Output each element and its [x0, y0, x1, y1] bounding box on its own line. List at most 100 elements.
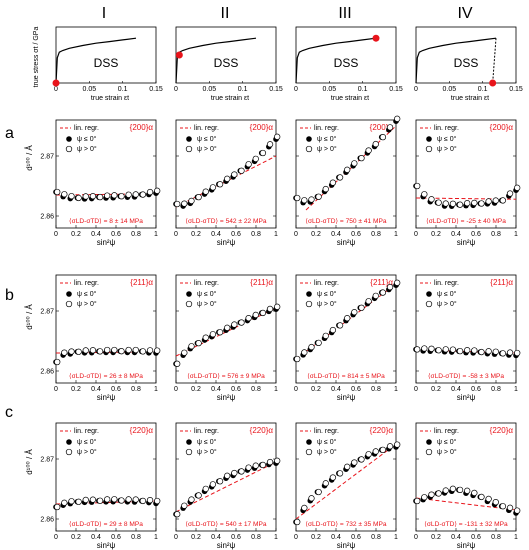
data-point-open: [125, 496, 132, 503]
stress-result-label: ⟨σLD-σTD⟩ = 8 ± 14 MPa: [69, 217, 143, 225]
state-marker: [372, 34, 380, 42]
data-point-open: [75, 194, 82, 202]
x-tick-label: 0.8: [371, 231, 381, 238]
legend-filled-label: ψ ≤ 0°: [437, 290, 457, 298]
state-marker: [175, 51, 183, 59]
x-tick-label: 0.6: [111, 386, 121, 393]
stress-result-label: ⟨σLD-σTD⟩ = 814 ± 5 MPa: [307, 372, 385, 380]
data-point-open: [54, 188, 61, 196]
x-tick-label: 0.2: [71, 231, 81, 238]
x-tick-label: 0.4: [91, 386, 101, 393]
reflection-label: {211}α: [370, 278, 393, 287]
data-point-open: [478, 200, 485, 207]
data-point-open: [274, 457, 281, 464]
x-tick-label: 0.05: [443, 86, 457, 93]
stress-strain-frame: [415, 26, 517, 84]
curve-label: DSS: [454, 56, 479, 70]
x-tick-label: 1: [394, 231, 398, 238]
x-tick-label: 0.15: [389, 86, 403, 93]
data-point-open: [146, 188, 154, 196]
x-tick-label: 0: [414, 231, 418, 238]
legend-filled-label: ψ ≤ 0°: [437, 135, 457, 143]
y-tick-label: 2.86: [40, 214, 54, 221]
legend-filled-label: ψ ≤ 0°: [317, 135, 337, 143]
column-title-4: IV: [457, 5, 472, 22]
data-point-open: [68, 348, 75, 355]
data-point-open: [414, 346, 421, 353]
data-point-open: [216, 478, 224, 485]
x-tick-label: 0.2: [311, 534, 321, 541]
stress-result-label: ⟨σLD-σTD⟩ = 29 ± 8 MPa: [69, 520, 143, 528]
d-spacing-panel: 2.86 2.87 0 0.2 0.4 0.6 0.8 1 sin²ψ lin. regr. ψ ≤…: [40, 119, 161, 247]
data-point-open: [421, 345, 428, 352]
x-tick-label: 0.15: [509, 86, 523, 93]
d-xlabel: sin²ψ: [337, 238, 356, 247]
x-tick-label: 0: [414, 534, 418, 541]
column-title-3: III: [338, 5, 351, 22]
x-tick-label: 0.8: [131, 534, 141, 541]
d-spacing-panel: 0 0.2 0.4 0.6 0.8 1 sin²ψ lin. regr. ψ ≤ 0° ψ > 0…: [173, 119, 281, 247]
data-point-open: [336, 174, 344, 181]
data-point-open: [358, 154, 365, 162]
curve-label: DSS: [334, 56, 359, 70]
d-spacing-frame: [55, 274, 157, 384]
data-point-open: [329, 474, 337, 481]
data-point-open: [344, 463, 351, 470]
legend-filled-key: [306, 291, 312, 297]
stress-result-label: ⟨σLD-σTD⟩ = -25 ± 40 MPa: [426, 217, 506, 225]
data-point-open: [118, 497, 125, 504]
data-point-open: [464, 347, 471, 354]
x-tick-label: 0.6: [351, 534, 361, 541]
data-point-open: [478, 348, 485, 356]
d-spacing-frame: [295, 119, 397, 229]
data-point-open: [154, 347, 161, 354]
x-tick-label: 0.1: [118, 86, 128, 93]
data-point-open: [379, 133, 387, 141]
x-tick-label: 0.6: [231, 231, 241, 238]
legend-line-label: lin. regr.: [434, 125, 459, 132]
data-point-open: [442, 487, 449, 494]
d-spacing-panel: 2.86 2.87 0 0.2 0.4 0.6 0.8 1 sin²ψ lin. regr. ψ ≤…: [40, 274, 161, 402]
data-point-open: [336, 470, 344, 477]
data-point-open: [252, 155, 259, 163]
x-tick-label: 0.05: [323, 86, 337, 93]
legend-filled-label: ψ ≤ 0°: [77, 438, 97, 446]
reflection-label: {211}α: [130, 278, 153, 287]
stress-strain-curve: [415, 37, 497, 84]
data-point-open: [435, 347, 442, 354]
data-point-open: [379, 446, 387, 454]
data-point-open: [238, 468, 245, 475]
d-spacing-panel: 2.86 2.87 0 0.2 0.4 0.6 0.8 1 sin²ψ lin. regr. ψ ≤…: [40, 422, 161, 550]
d-spacing-frame: [295, 422, 397, 532]
d-xlabel: sin²ψ: [97, 393, 116, 402]
data-point-open: [181, 200, 188, 207]
legend-open-label: ψ > 0°: [77, 300, 97, 308]
data-point-open: [315, 193, 322, 200]
data-point-open: [471, 347, 478, 354]
x-tick-label: 0.6: [471, 534, 481, 541]
x-tick-label: 0.8: [131, 386, 141, 393]
data-point-open: [132, 191, 139, 198]
regression-line: [415, 497, 517, 511]
x-tick-label: 0.4: [331, 534, 341, 541]
legend-open-label: ψ > 0°: [317, 300, 337, 308]
d-xlabel: sin²ψ: [97, 238, 116, 247]
legend-filled-label: ψ ≤ 0°: [437, 438, 457, 446]
data-point-open: [231, 321, 238, 328]
reflection-label: {200}α: [490, 123, 514, 132]
x-tick-label: 1: [154, 386, 158, 393]
x-tick-label: 0.05: [203, 86, 217, 93]
legend-filled-key: [66, 291, 72, 297]
x-tick-label: 0: [174, 534, 178, 541]
data-point-open: [266, 458, 274, 466]
data-point-open: [506, 349, 514, 356]
legend-filled-key: [306, 136, 312, 142]
x-tick-label: 0.6: [471, 231, 481, 238]
data-point-open: [435, 490, 442, 497]
legend-filled-key: [186, 136, 192, 142]
data-point-open: [231, 171, 238, 178]
legend-open-key: [425, 300, 433, 308]
data-point-open: [224, 324, 231, 331]
data-point-open: [336, 322, 344, 329]
x-tick-label: 0.4: [451, 386, 461, 393]
